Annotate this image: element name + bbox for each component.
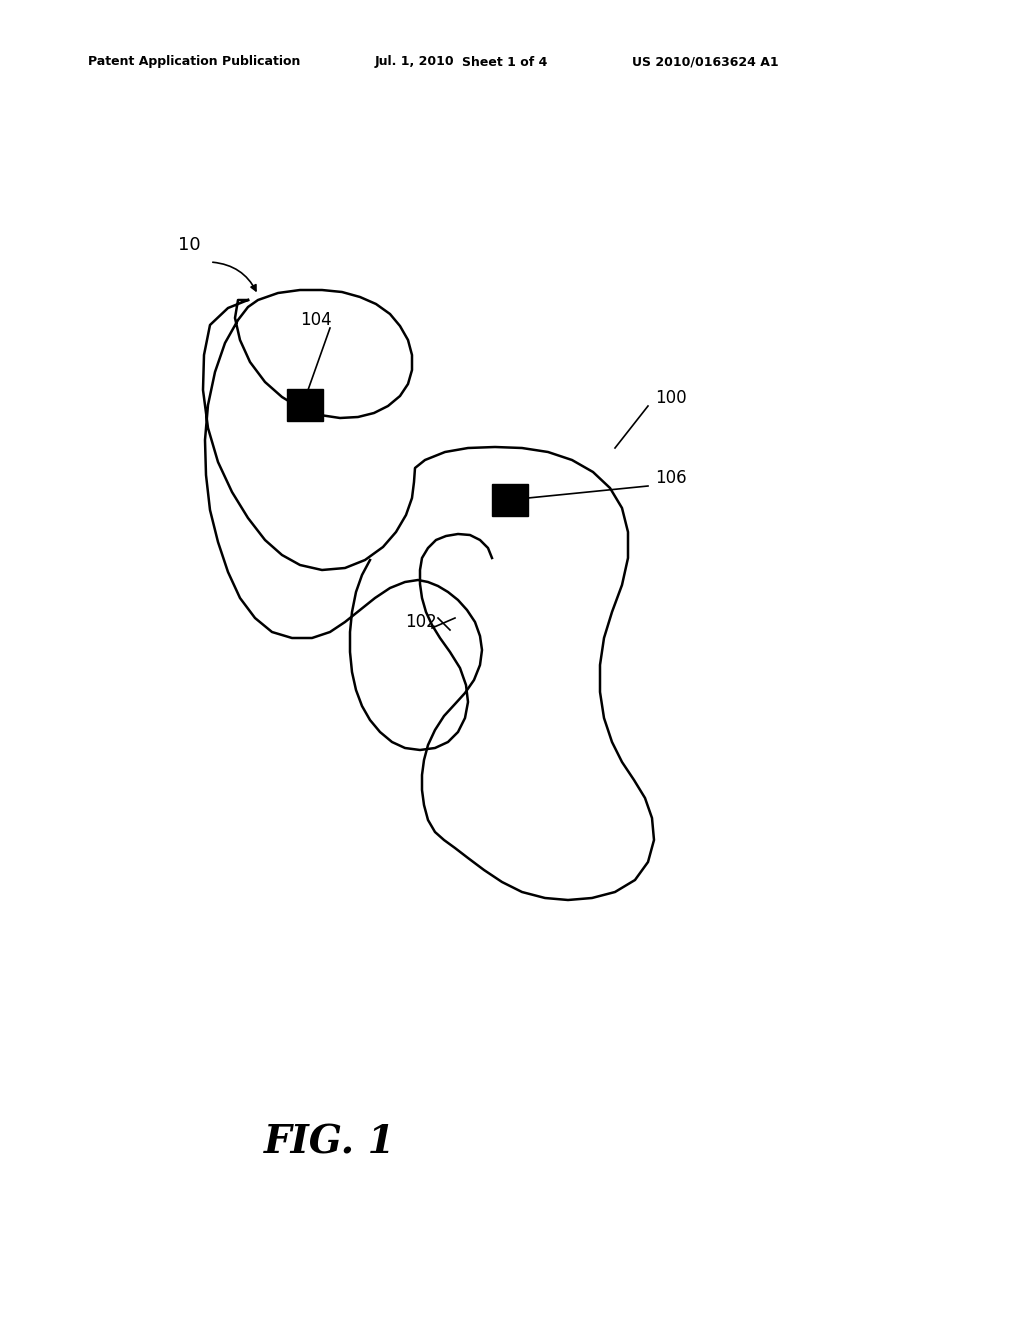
- Text: Jul. 1, 2010: Jul. 1, 2010: [375, 55, 455, 69]
- Bar: [492, 484, 528, 516]
- Bar: [287, 389, 323, 421]
- Text: 100: 100: [655, 389, 687, 407]
- Text: Sheet 1 of 4: Sheet 1 of 4: [462, 55, 548, 69]
- Text: 106: 106: [655, 469, 687, 487]
- Text: 102: 102: [406, 612, 437, 631]
- Text: Patent Application Publication: Patent Application Publication: [88, 55, 300, 69]
- Text: FIG. 1: FIG. 1: [264, 1123, 396, 1162]
- Text: 104: 104: [300, 312, 332, 329]
- Text: 10: 10: [178, 236, 201, 253]
- Text: US 2010/0163624 A1: US 2010/0163624 A1: [632, 55, 778, 69]
